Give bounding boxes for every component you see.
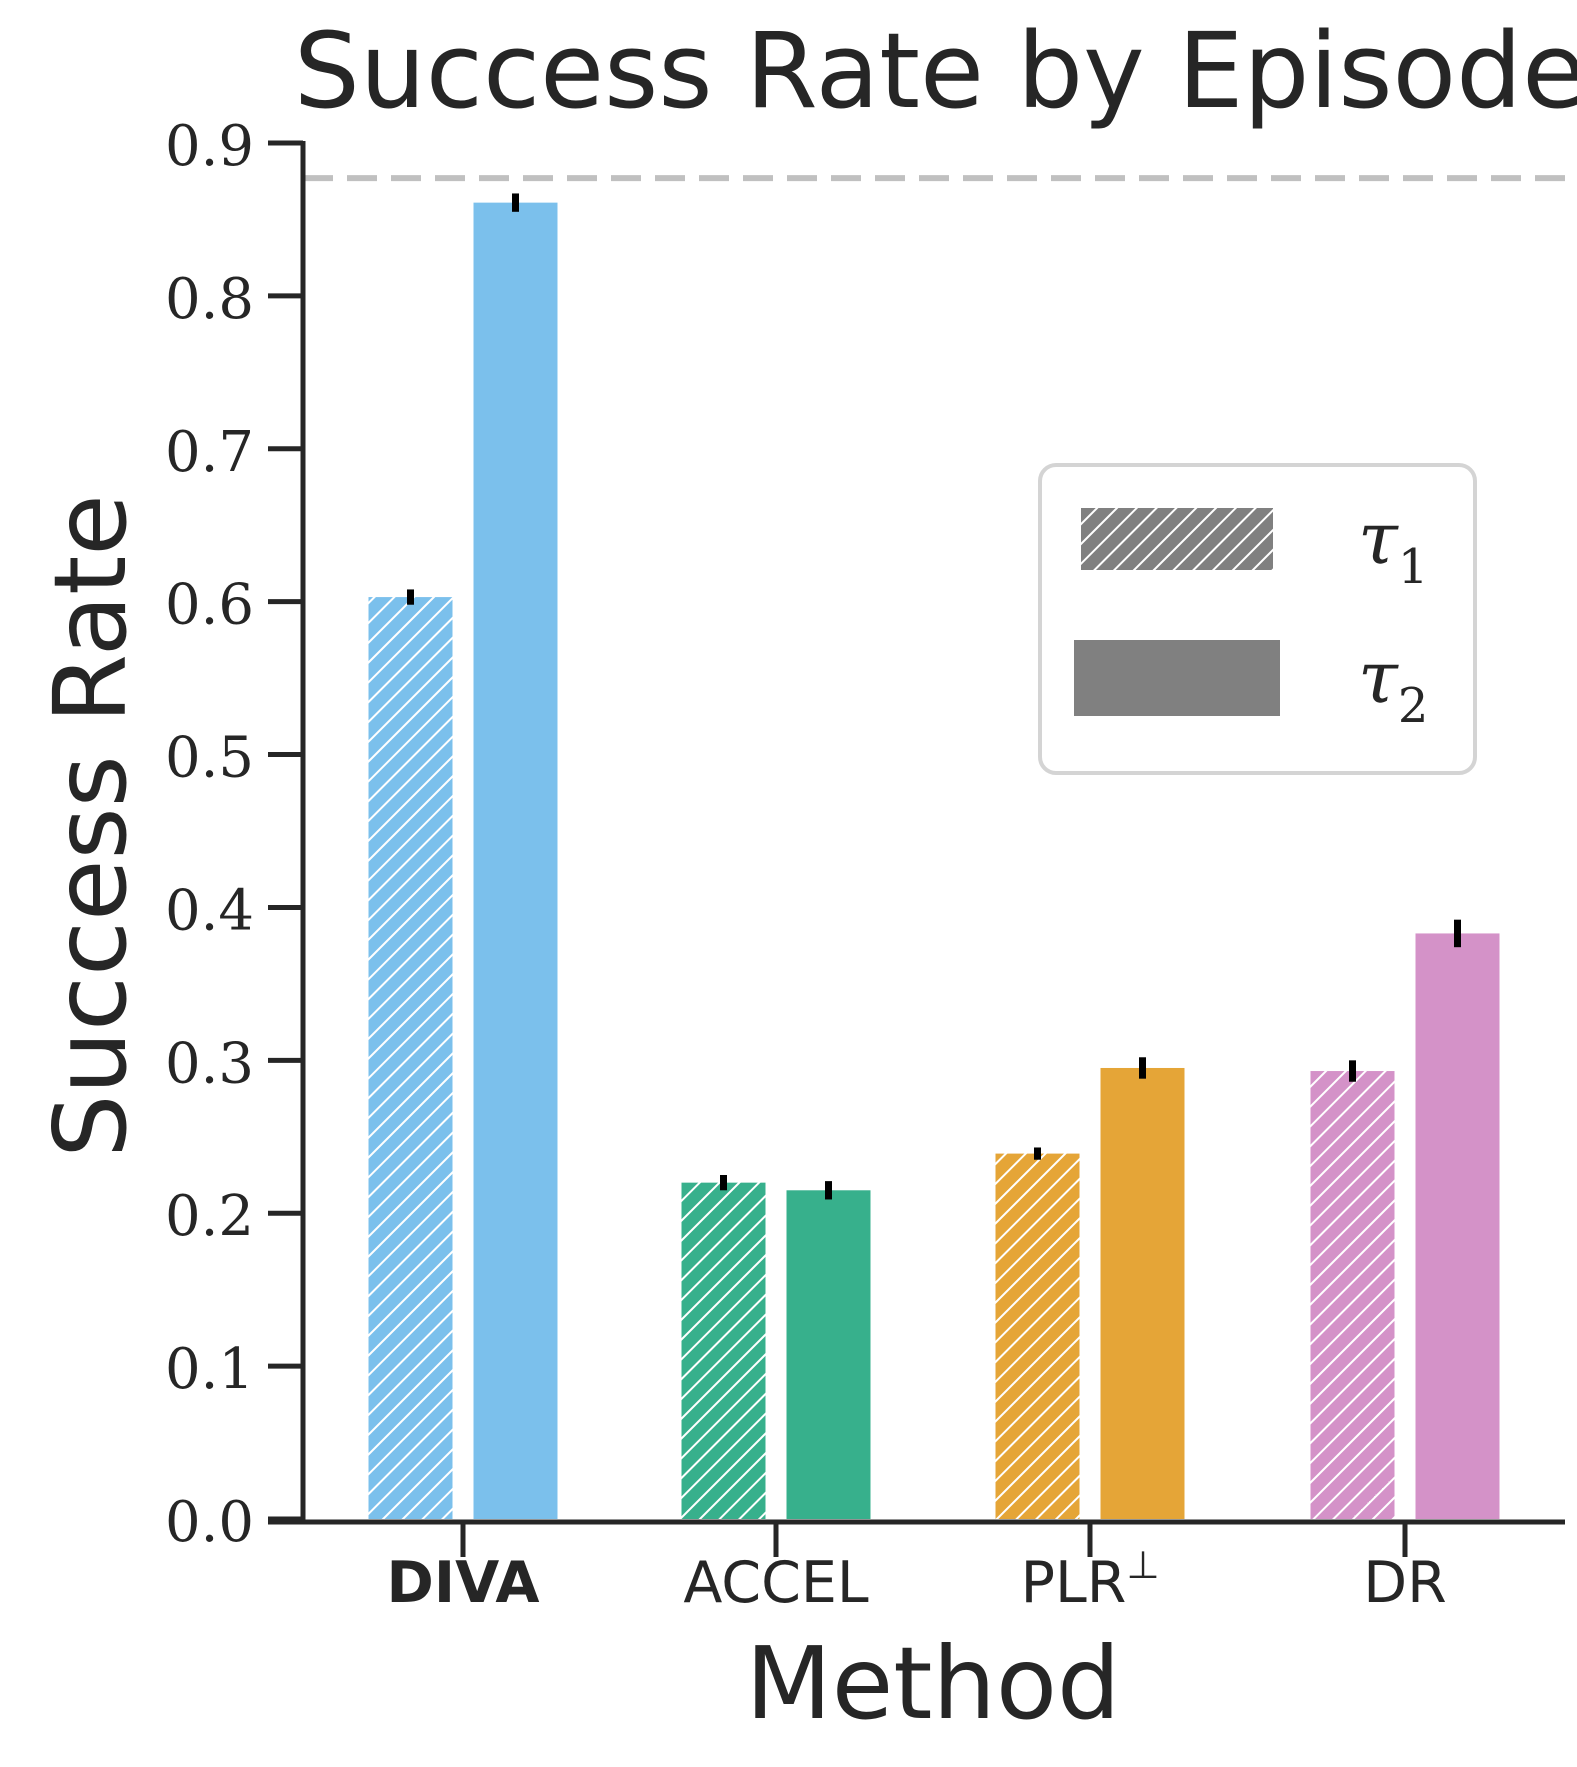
y-tick-label: 0.2 [165,1184,254,1249]
y-tick-label: 0.6 [165,573,254,638]
y-tick-label: 0.8 [165,267,254,332]
y-tick-label: 0.3 [165,1031,254,1096]
legend-label-series-2: τ2 [1358,635,1428,734]
y-tick-label: 0.9 [165,114,254,179]
bar-accel-series-1 [681,1182,766,1519]
legend-label-series-1: τ1 [1358,496,1428,595]
x-tick-label-diva: DIVA [387,1550,540,1616]
x-tick-label-accel: ACCEL [683,1550,869,1616]
legend-swatch-series-2 [1074,640,1280,716]
y-tick-label: 0.4 [165,878,254,943]
bar-plr-series-1 [995,1153,1080,1519]
y-axis-label: Success Rate [32,494,149,1158]
chart-title: Success Rate by Episode [294,10,1577,132]
bar-diva-series-1 [368,597,453,1519]
y-tick-label: 0.0 [165,1490,254,1555]
x-tick-label-dr: DR [1363,1550,1447,1616]
bar-plr-series-2 [1100,1067,1185,1519]
bar-accel-series-2 [786,1190,871,1519]
y-tick-label: 0.1 [165,1337,254,1402]
bar-dr-series-2 [1415,933,1500,1519]
bar-dr-series-1 [1310,1071,1395,1519]
y-tick-label: 0.7 [165,420,254,485]
bar-diva-series-2 [473,202,558,1519]
x-tick-label-plr: PLR⊥ [1021,1543,1160,1616]
x-axis-label: Method [745,1625,1120,1742]
y-tick-label: 0.5 [165,726,254,791]
legend-swatch-series-1 [1081,508,1273,570]
